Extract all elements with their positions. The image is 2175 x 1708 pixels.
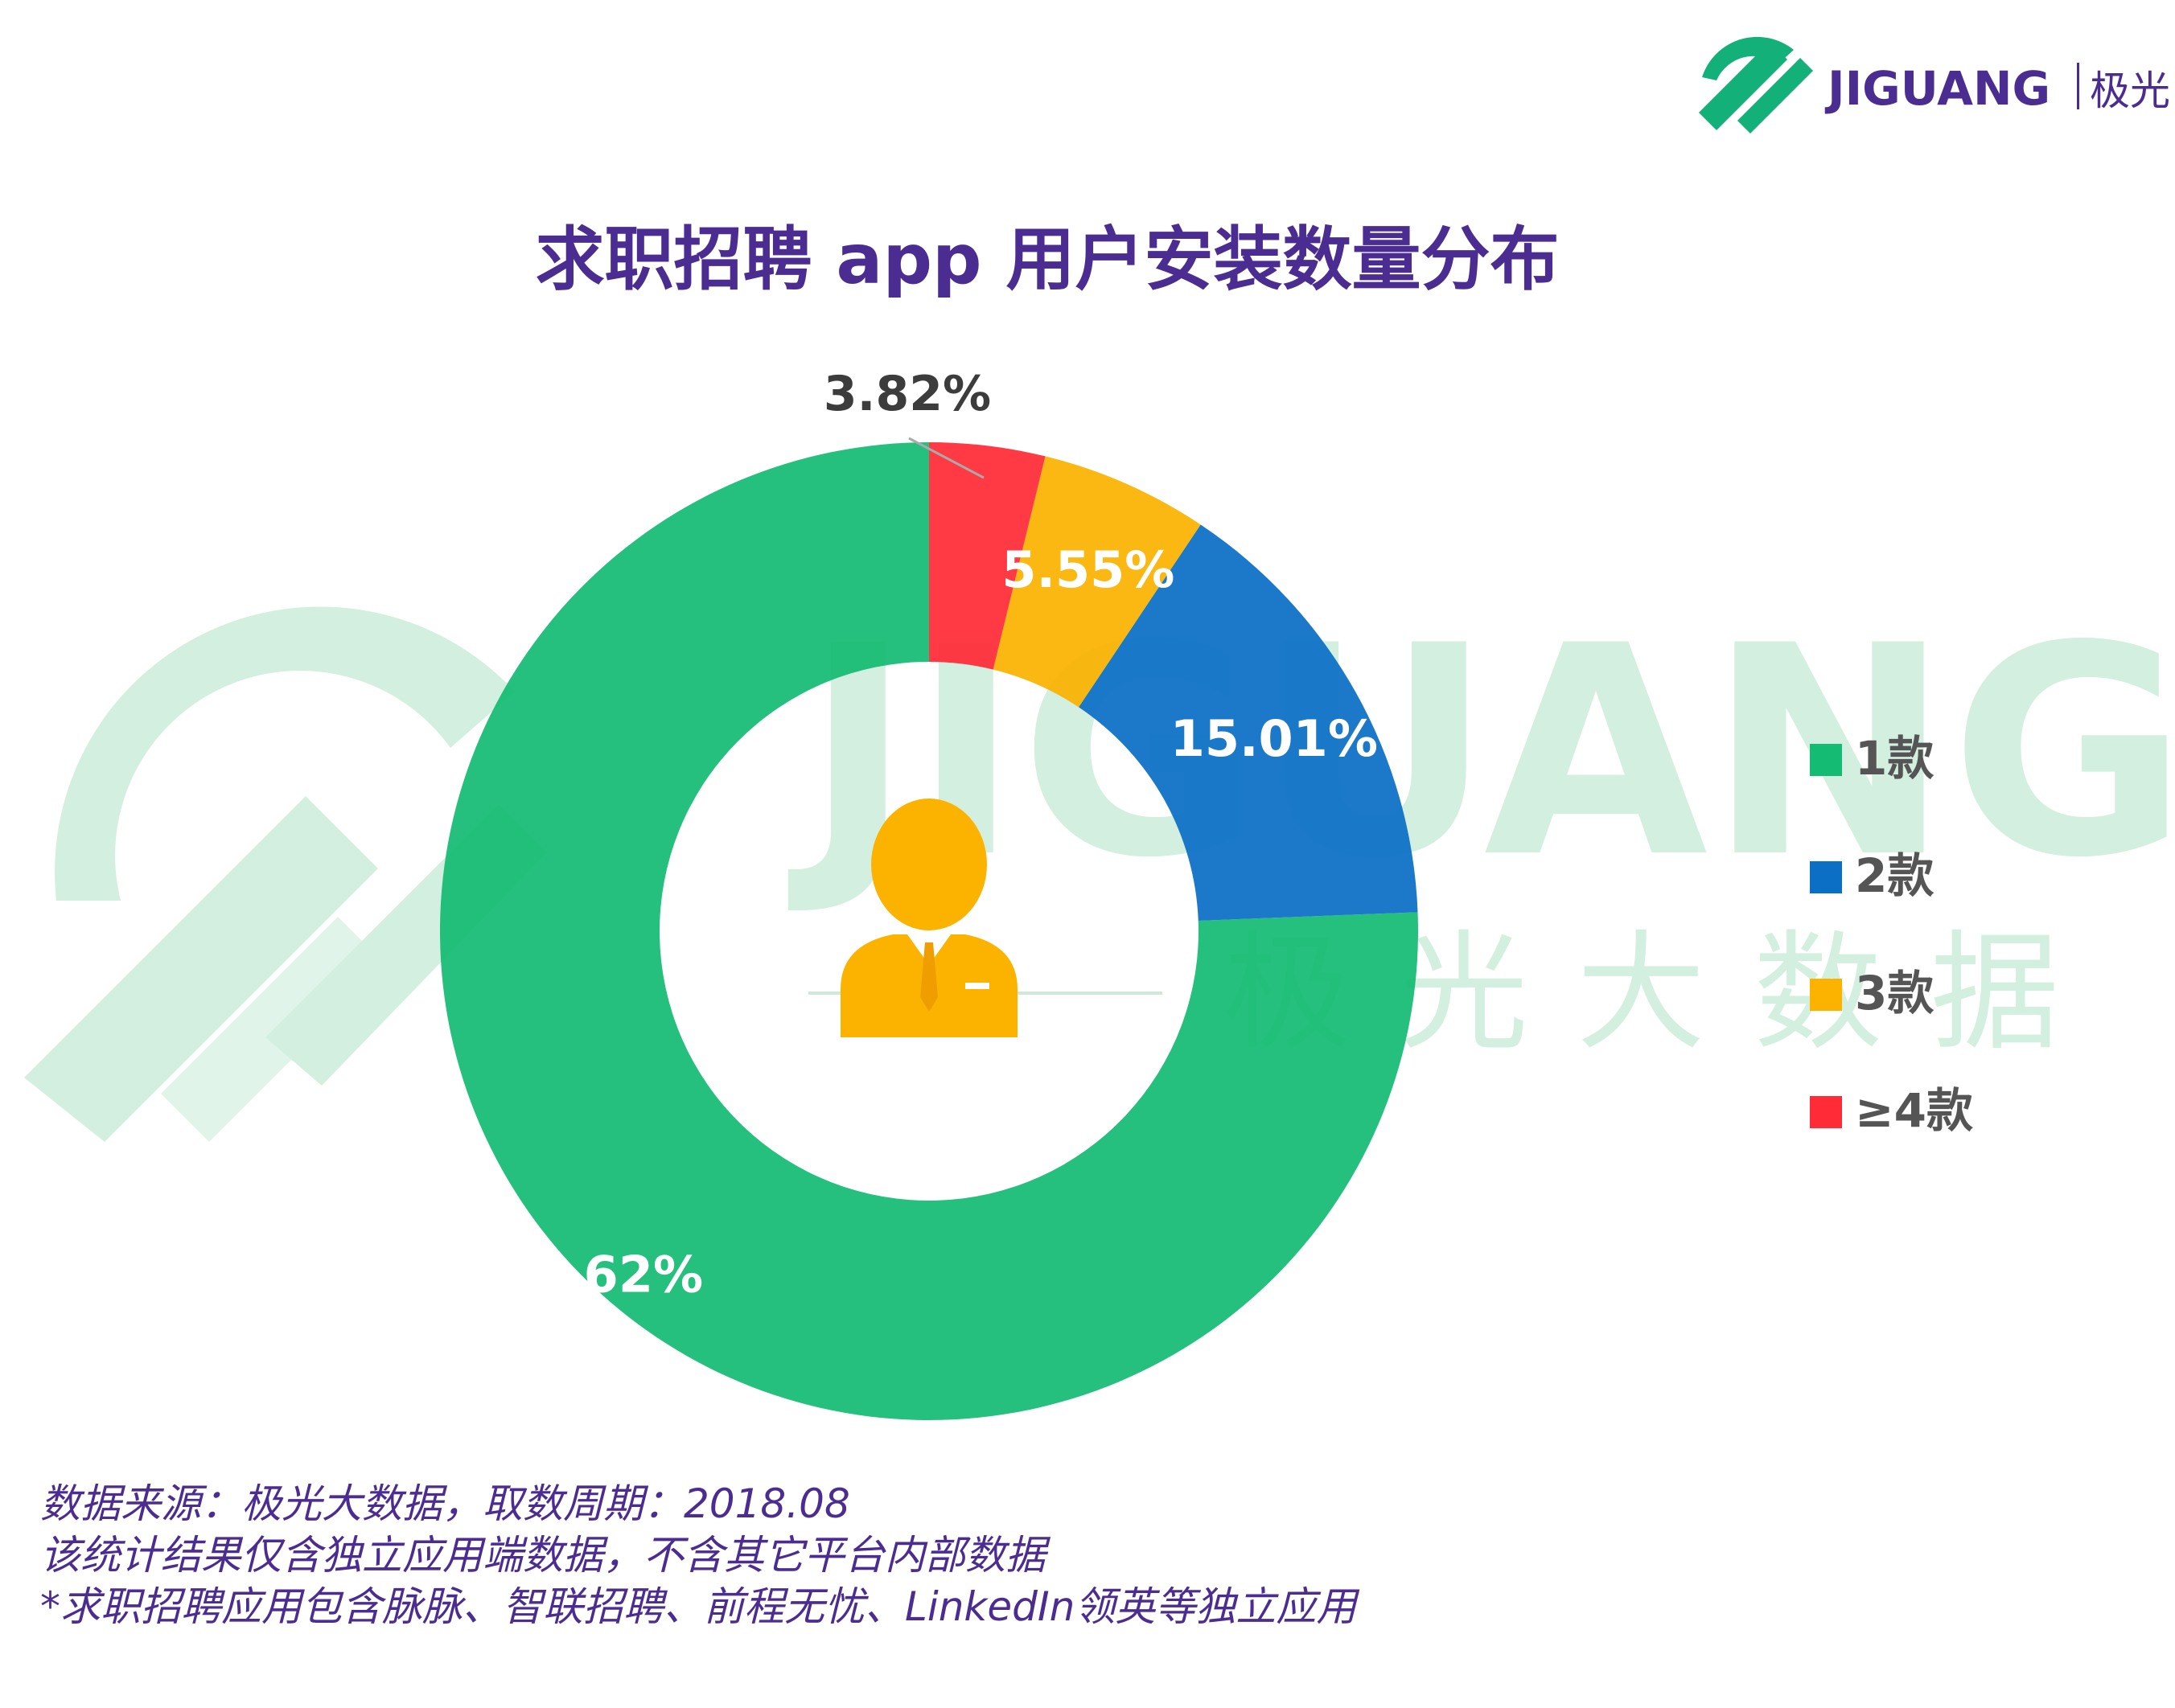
data-label-4: 3.82%: [824, 366, 991, 422]
businessman-icon: [808, 799, 1162, 1037]
watermark-logo-icon: [24, 606, 547, 1142]
legend-swatch-2: [1810, 861, 1842, 893]
logo-cn-text: 极光: [2090, 68, 2170, 114]
legend-swatch-4: [1810, 1096, 1842, 1128]
slice-2: [1079, 524, 1418, 921]
footnote-scope: 该统计结果仅含独立应用端数据，不含其它平台内部数据: [40, 1532, 1046, 1579]
data-label-2: 15.01%: [1170, 709, 1378, 768]
slice-4: [929, 442, 1046, 670]
jiguang-logo-icon: [1699, 36, 1813, 133]
legend-swatch-1: [1810, 744, 1842, 776]
logo-text: JIGUANG: [1824, 61, 2050, 116]
legend-label-4: ≥4款: [1855, 1083, 1973, 1138]
slice-3: [993, 456, 1201, 708]
legend-swatch-3: [1810, 979, 1842, 1011]
data-label-3: 5.55%: [1001, 540, 1174, 599]
footnote-apps: *求职招聘应用包含脉脉、智联招聘、前程无忧、LinkedIn领英等独立应用: [40, 1583, 1357, 1630]
legend-label-1: 1款: [1855, 731, 1934, 786]
legend-label-2: 2款: [1855, 848, 1934, 903]
legend: 1款 2款 3款 ≥4款: [1810, 731, 1973, 1138]
leader-line-4: [908, 437, 985, 479]
footnotes: 数据来源：极光大数据，取数周期：2018.08 该统计结果仅含独立应用端数据，不…: [40, 1478, 1649, 1632]
brand-logo: JIGUANG 极光: [1699, 36, 2170, 133]
chart-title: 求职招聘 app 用户安装数量分布: [535, 220, 1559, 300]
slice-1: [440, 442, 1419, 1420]
legend-label-3: 3款: [1855, 966, 1934, 1020]
logo-divider: [2077, 63, 2079, 109]
data-label-1: 75.62%: [495, 1245, 703, 1304]
footnote-source: 数据来源：极光大数据，取数周期：2018.08: [40, 1480, 850, 1527]
